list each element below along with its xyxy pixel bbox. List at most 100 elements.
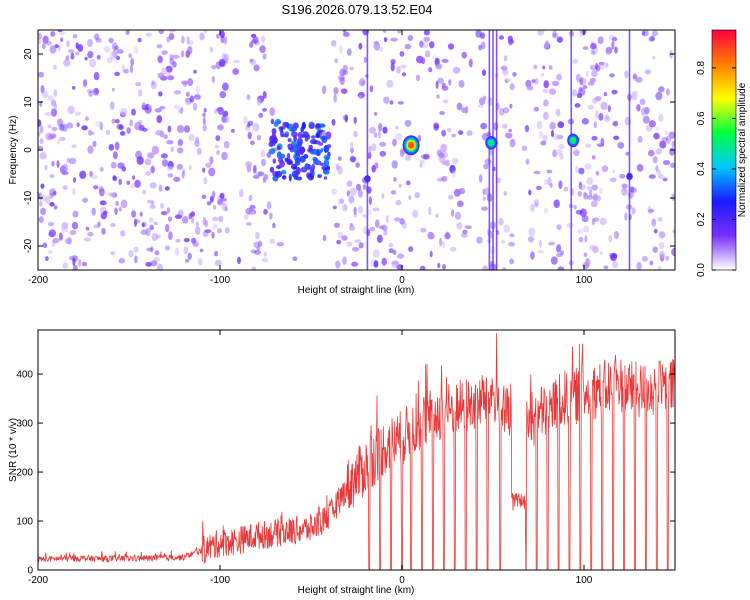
heatmap-cell bbox=[442, 99, 449, 104]
heatmap-cell bbox=[126, 127, 131, 134]
heatmap-cell bbox=[90, 174, 98, 180]
heatmap-cell bbox=[291, 144, 298, 153]
heatmap-cell bbox=[537, 30, 543, 36]
heatmap-cell bbox=[388, 243, 394, 248]
heatmap-cell bbox=[509, 139, 516, 148]
heatmap-cell bbox=[222, 110, 229, 118]
heatmap-cell bbox=[287, 138, 292, 143]
spectrogram-heatmap bbox=[38, 30, 675, 270]
heatmap-cell bbox=[276, 242, 284, 247]
heatmap-cell bbox=[396, 66, 401, 74]
heatmap-cell bbox=[262, 53, 267, 60]
heatmap-cell bbox=[556, 224, 562, 230]
heatmap-cell bbox=[217, 106, 224, 116]
heatmap-cell bbox=[424, 50, 431, 58]
heatmap-cell bbox=[261, 257, 269, 263]
heatmap-cell bbox=[542, 134, 548, 143]
heatmap-cell bbox=[190, 237, 197, 244]
heatmap-cell bbox=[185, 91, 190, 97]
heatmap-cell bbox=[161, 50, 168, 55]
heatmap-cell bbox=[71, 86, 76, 90]
heatmap-cell bbox=[614, 46, 618, 54]
heatmap-cell bbox=[101, 227, 106, 235]
heatmap-cell bbox=[597, 36, 604, 45]
heatmap-cell bbox=[193, 69, 197, 74]
heatmap-cell bbox=[145, 171, 152, 176]
heatmap-cell bbox=[449, 164, 456, 174]
heatmap-cell bbox=[401, 220, 407, 229]
heatmap-cell bbox=[651, 30, 659, 37]
heatmap-cell bbox=[151, 232, 159, 242]
heatmap-cell bbox=[323, 161, 327, 169]
heatmap-cell bbox=[174, 247, 180, 256]
heatmap-cell bbox=[351, 261, 359, 267]
heatmap-cell bbox=[419, 265, 426, 270]
heatmap-cell bbox=[268, 148, 276, 155]
heatmap-cell bbox=[655, 148, 662, 155]
heatmap-cell bbox=[331, 188, 338, 195]
heatmap-cell bbox=[662, 177, 668, 182]
heatmap-cell bbox=[109, 101, 115, 110]
heatmap-cell bbox=[475, 30, 482, 38]
heatmap-cell bbox=[77, 44, 84, 52]
heatmap-cell bbox=[82, 261, 87, 267]
heatmap-cell bbox=[68, 157, 77, 165]
heatmap-cell bbox=[354, 239, 361, 244]
heatmap-cell bbox=[239, 189, 244, 198]
heatmap-cell bbox=[417, 134, 421, 142]
heatmap-cell bbox=[276, 145, 281, 151]
heatmap-cell bbox=[543, 80, 549, 89]
heatmap-cell bbox=[398, 183, 402, 188]
heatmap-cell bbox=[427, 233, 435, 240]
heatmap-cell bbox=[369, 226, 375, 232]
heatmap-cell bbox=[572, 89, 578, 97]
heatmap-cell bbox=[481, 206, 488, 211]
heatmap-cell bbox=[257, 240, 263, 247]
heatmap-cell bbox=[310, 175, 314, 179]
heatmap-cell bbox=[333, 94, 338, 103]
heatmap-cell bbox=[437, 77, 444, 84]
heatmap-cell bbox=[269, 166, 275, 173]
heatmap-cell bbox=[572, 58, 579, 64]
heatmap-cell bbox=[79, 170, 87, 179]
heatmap-cell bbox=[657, 173, 664, 179]
heatmap-cell bbox=[134, 46, 139, 55]
heatmap-cell bbox=[112, 151, 118, 160]
heatmap-cell bbox=[321, 85, 327, 95]
heatmap-cell bbox=[556, 134, 564, 140]
heatmap-cell bbox=[342, 64, 348, 72]
heatmap-cell bbox=[322, 234, 327, 242]
heatmap-cell bbox=[163, 134, 168, 140]
heatmap-cell bbox=[161, 159, 169, 167]
heatmap-cell bbox=[297, 131, 303, 139]
heatmap-cell bbox=[256, 98, 262, 106]
heatmap-cell bbox=[382, 126, 388, 134]
heatmap-cell bbox=[573, 149, 580, 157]
heatmap-cell bbox=[624, 212, 628, 221]
x-tick-label: 0 bbox=[399, 575, 405, 586]
heatmap-cell bbox=[38, 71, 45, 78]
heatmap-cell bbox=[45, 196, 51, 204]
heatmap-cell bbox=[91, 207, 96, 216]
heatmap-cell bbox=[61, 225, 69, 233]
heatmap-cell bbox=[639, 98, 646, 106]
heatmap-cell bbox=[110, 161, 117, 169]
heatmap-cell bbox=[466, 130, 473, 136]
heatmap-cell bbox=[155, 130, 163, 136]
heatmap-cell bbox=[610, 252, 617, 262]
heatmap-cell bbox=[619, 173, 626, 179]
heatmap-cell bbox=[612, 261, 619, 269]
heatmap-cell bbox=[147, 152, 155, 159]
heatmap-cell bbox=[53, 64, 57, 70]
heatmap-cell bbox=[566, 222, 574, 228]
heatmap-cell bbox=[428, 67, 433, 73]
heatmap-cell bbox=[144, 158, 152, 166]
heatmap-cell bbox=[582, 46, 589, 50]
heatmap-cell bbox=[502, 107, 510, 114]
heatmap-cell bbox=[135, 82, 142, 87]
heatmap-cell bbox=[222, 82, 229, 91]
heatmap-cell bbox=[325, 131, 332, 140]
heatmap-cell bbox=[575, 165, 579, 173]
heatmap-cell bbox=[243, 214, 249, 220]
heatmap-cell bbox=[218, 59, 226, 67]
